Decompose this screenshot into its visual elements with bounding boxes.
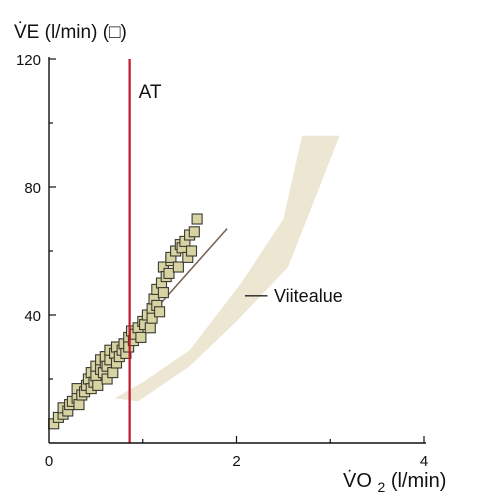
data-point bbox=[188, 226, 200, 238]
reference-band bbox=[114, 135, 349, 402]
y-tick-label: 40 bbox=[24, 308, 41, 325]
data-point bbox=[157, 287, 169, 299]
x-axis-label-unit: (l/min) bbox=[391, 470, 447, 492]
y-tick-label: 80 bbox=[24, 180, 41, 197]
data-point bbox=[144, 322, 156, 334]
x-axis-label-subscript: 2 bbox=[377, 479, 385, 495]
data-point bbox=[146, 312, 158, 324]
y-axis-label: V̇E (l/min) (□) bbox=[14, 22, 127, 43]
data-point bbox=[185, 245, 198, 257]
reference-band-label: Viitealue bbox=[274, 286, 343, 306]
data-point bbox=[191, 213, 203, 225]
data-point bbox=[101, 373, 113, 385]
data-point bbox=[163, 267, 175, 279]
x-tick-label: 4 bbox=[420, 453, 428, 470]
data-point bbox=[92, 379, 104, 391]
x-axis-label-text: V̇O bbox=[343, 470, 372, 492]
data-point bbox=[154, 306, 166, 318]
data-points bbox=[48, 213, 203, 430]
data-point bbox=[73, 399, 85, 411]
x-axis-label: V̇O 2 (l/min) bbox=[343, 470, 446, 497]
y-tick-label: 120 bbox=[16, 52, 41, 69]
y-axis-label-text: V̇E (l/min) bbox=[14, 22, 97, 43]
x-tick-label: 2 bbox=[232, 453, 240, 470]
data-point bbox=[172, 261, 184, 273]
at-label: AT bbox=[139, 82, 162, 103]
y-axis-label-marker: (□) bbox=[103, 22, 127, 43]
axis-ticks: 40 80 120 0 2 4 bbox=[16, 52, 428, 470]
x-tick-label: 0 bbox=[45, 453, 53, 470]
data-point bbox=[107, 367, 119, 379]
data-point bbox=[135, 331, 147, 343]
